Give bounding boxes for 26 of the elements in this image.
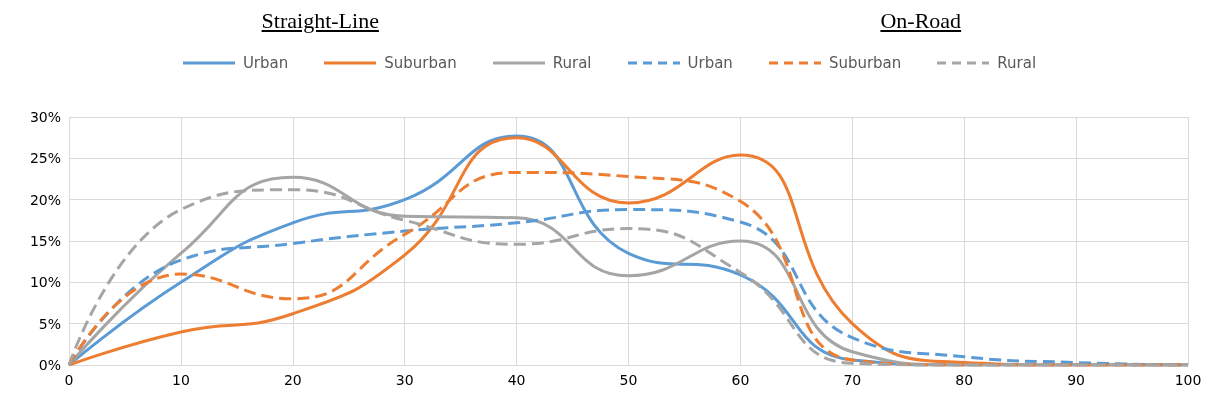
x-tick-label: 30	[395, 372, 414, 388]
y-tick-label: 30%	[29, 109, 61, 125]
x-tick-label: 60	[731, 372, 750, 388]
y-tick-label: 10%	[29, 274, 61, 291]
legend-label: Suburban	[828, 54, 902, 72]
x-tick-label: 80	[955, 372, 974, 388]
y-tick-label: 20%	[29, 191, 61, 208]
text: On-Road	[880, 8, 962, 34]
x-tick-label: 50	[619, 372, 638, 388]
legend-label: Urban	[687, 54, 733, 72]
legend-label: Suburban	[384, 54, 457, 72]
y-tick-label: 0%	[38, 357, 61, 373]
y-tick-label: 15%	[29, 233, 61, 249]
x-tick-label: 0	[64, 372, 74, 388]
x-tick-label: 10	[171, 372, 190, 388]
y-tick-label: 25%	[29, 150, 61, 167]
x-tick-label: 70	[843, 372, 862, 388]
x-tick-label: 100	[1174, 372, 1202, 388]
legend-label: Rural	[552, 54, 592, 72]
x-tick-label: 20	[283, 372, 302, 388]
legend-label: Rural	[997, 54, 1037, 72]
text: Straight-Line	[261, 8, 379, 34]
x-tick-label: 40	[507, 372, 526, 388]
legend-label: Urban	[242, 54, 289, 72]
x-tick-label: 90	[1067, 372, 1086, 388]
y-tick-label: 5%	[38, 315, 61, 332]
